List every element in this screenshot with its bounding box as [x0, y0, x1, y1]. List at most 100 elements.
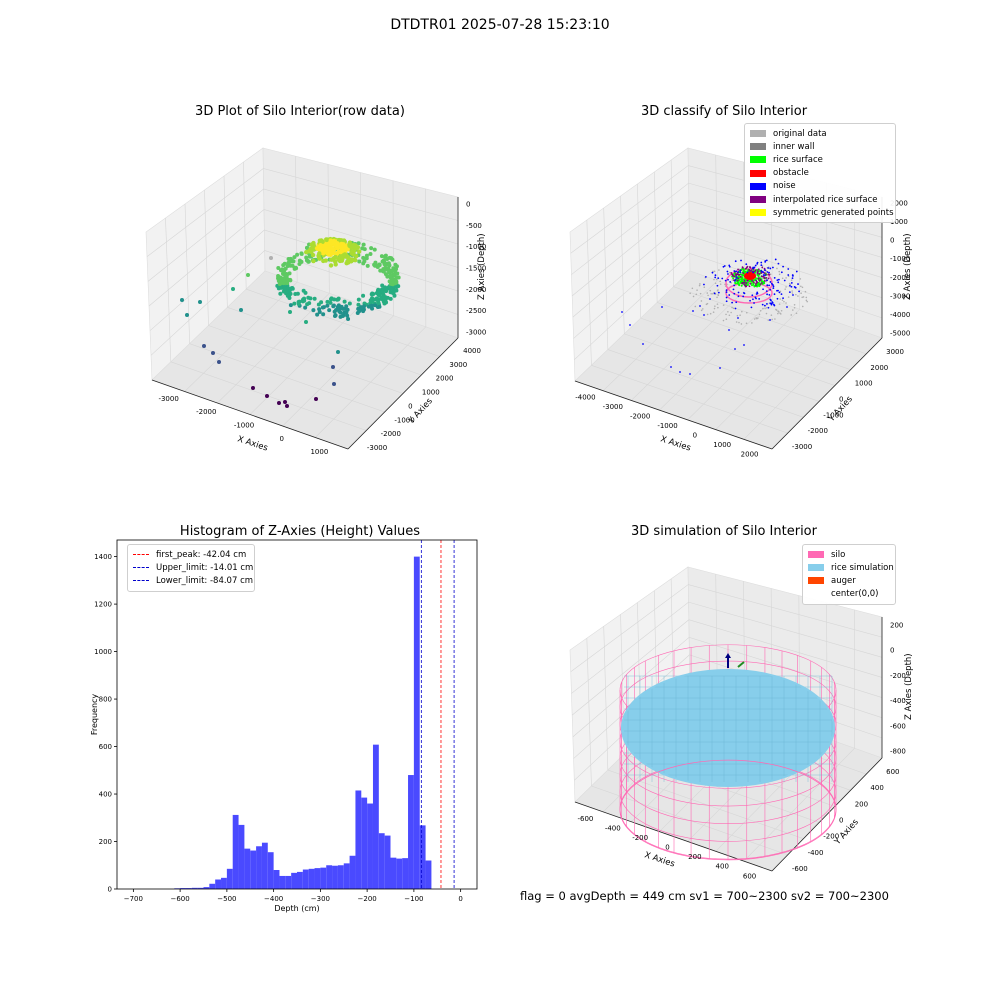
- plot4-legend: silo rice simulation auger center(0,0): [802, 544, 896, 605]
- data-point: [756, 261, 759, 264]
- x-tick-label: −500: [217, 895, 236, 903]
- x-tick-label: 0: [458, 895, 462, 903]
- x-tick-label: 2000: [741, 450, 759, 458]
- data-point: [305, 302, 310, 307]
- z-tick-label: 200: [890, 622, 903, 630]
- histogram-bar: [226, 868, 233, 889]
- data-point: [335, 297, 340, 302]
- data-point: [336, 303, 341, 308]
- histogram-bar: [425, 860, 432, 889]
- data-point: [734, 278, 737, 281]
- y-tick-label: 3000: [886, 348, 904, 356]
- data-point: [308, 296, 313, 301]
- data-point: [773, 277, 776, 279]
- x-tick-label: −600: [170, 895, 189, 903]
- data-point: [756, 281, 759, 284]
- plot2-xlabel: X Axies: [659, 434, 692, 453]
- data-point: [755, 284, 757, 287]
- data-point: [283, 266, 288, 271]
- data-point: [396, 284, 401, 289]
- data-point: [231, 287, 235, 291]
- data-point: [283, 400, 287, 404]
- data-point: [740, 277, 743, 280]
- data-point: [758, 285, 761, 288]
- data-point: [776, 279, 779, 282]
- legend-swatch: [750, 143, 766, 151]
- data-point: [328, 250, 334, 255]
- data-point: [296, 302, 301, 307]
- data-point: [353, 257, 358, 263]
- data-point: [712, 311, 715, 313]
- histogram-bar: [343, 863, 350, 889]
- legend-swatch: [808, 551, 824, 559]
- gridline: [571, 200, 883, 297]
- y-tick-label: 0: [108, 886, 112, 894]
- histogram-bar: [390, 857, 397, 889]
- histogram-bar: [203, 887, 210, 889]
- x-tick-label: -4000: [575, 394, 595, 402]
- histogram-bar: [185, 888, 192, 889]
- legend-label: center(0,0): [831, 589, 879, 600]
- data-point: [316, 302, 321, 307]
- data-point: [730, 311, 732, 314]
- legend-label: first_peak: -42.04 cm: [156, 549, 247, 560]
- data-point: [800, 285, 802, 288]
- data-point: [770, 299, 772, 302]
- data-point: [719, 283, 722, 285]
- data-point: [759, 309, 762, 312]
- data-point: [318, 242, 323, 248]
- y-tick-label: 4000: [463, 347, 481, 355]
- z-tick-label: 2000: [890, 200, 908, 208]
- data-point: [761, 270, 764, 273]
- histogram-bar: [326, 865, 333, 889]
- status-text: flag = 0 avgDepth = 449 cm sv1 = 700~230…: [520, 889, 889, 903]
- y-tick-label: 2000: [870, 364, 888, 372]
- histogram-title: Histogram of Z-Axies (Height) Values: [179, 524, 421, 539]
- data-point: [739, 269, 742, 272]
- data-point: [321, 312, 326, 317]
- data-point: [717, 277, 720, 280]
- data-point: [782, 297, 784, 300]
- data-point: [785, 286, 787, 288]
- data-point: [745, 263, 748, 266]
- data-point: [377, 304, 382, 309]
- data-point: [288, 291, 293, 296]
- legend-label: noise: [773, 181, 796, 192]
- data-point: [791, 290, 793, 292]
- data-point: [737, 317, 739, 319]
- gridline: [603, 207, 609, 350]
- data-point: [758, 313, 761, 316]
- data-point: [765, 312, 768, 315]
- z-tick-label: -2500: [466, 307, 486, 315]
- legend-entry: inner wall: [750, 140, 890, 153]
- data-point: [780, 309, 783, 312]
- data-point: [738, 321, 740, 324]
- data-point: [804, 290, 807, 293]
- gridline: [570, 584, 883, 672]
- data-point: [755, 277, 758, 280]
- data-point: [361, 309, 366, 314]
- x-tick-label: 600: [743, 872, 756, 880]
- data-point: [304, 320, 308, 324]
- silo-bottom-ring: [619, 759, 837, 861]
- data-point: [278, 291, 283, 296]
- data-point: [283, 274, 288, 279]
- y-tick-label: -2000: [381, 430, 401, 438]
- gridline: [571, 619, 883, 716]
- data-point: [763, 281, 766, 284]
- data-point: [752, 266, 754, 269]
- data-point: [744, 270, 747, 273]
- histogram-bar: [261, 842, 268, 889]
- histogram-bar: [361, 797, 368, 889]
- z-tick-label: -2000: [466, 286, 486, 294]
- data-point: [731, 279, 734, 281]
- data-point: [305, 258, 310, 263]
- z-tick-label: -3000: [890, 292, 910, 300]
- data-point: [752, 281, 755, 284]
- histogram-bar: [396, 858, 403, 889]
- auger-marker: [737, 661, 745, 668]
- legend-label: Lower_limit: -84.07 cm: [156, 575, 254, 586]
- data-point: [302, 298, 307, 303]
- data-point: [734, 280, 736, 282]
